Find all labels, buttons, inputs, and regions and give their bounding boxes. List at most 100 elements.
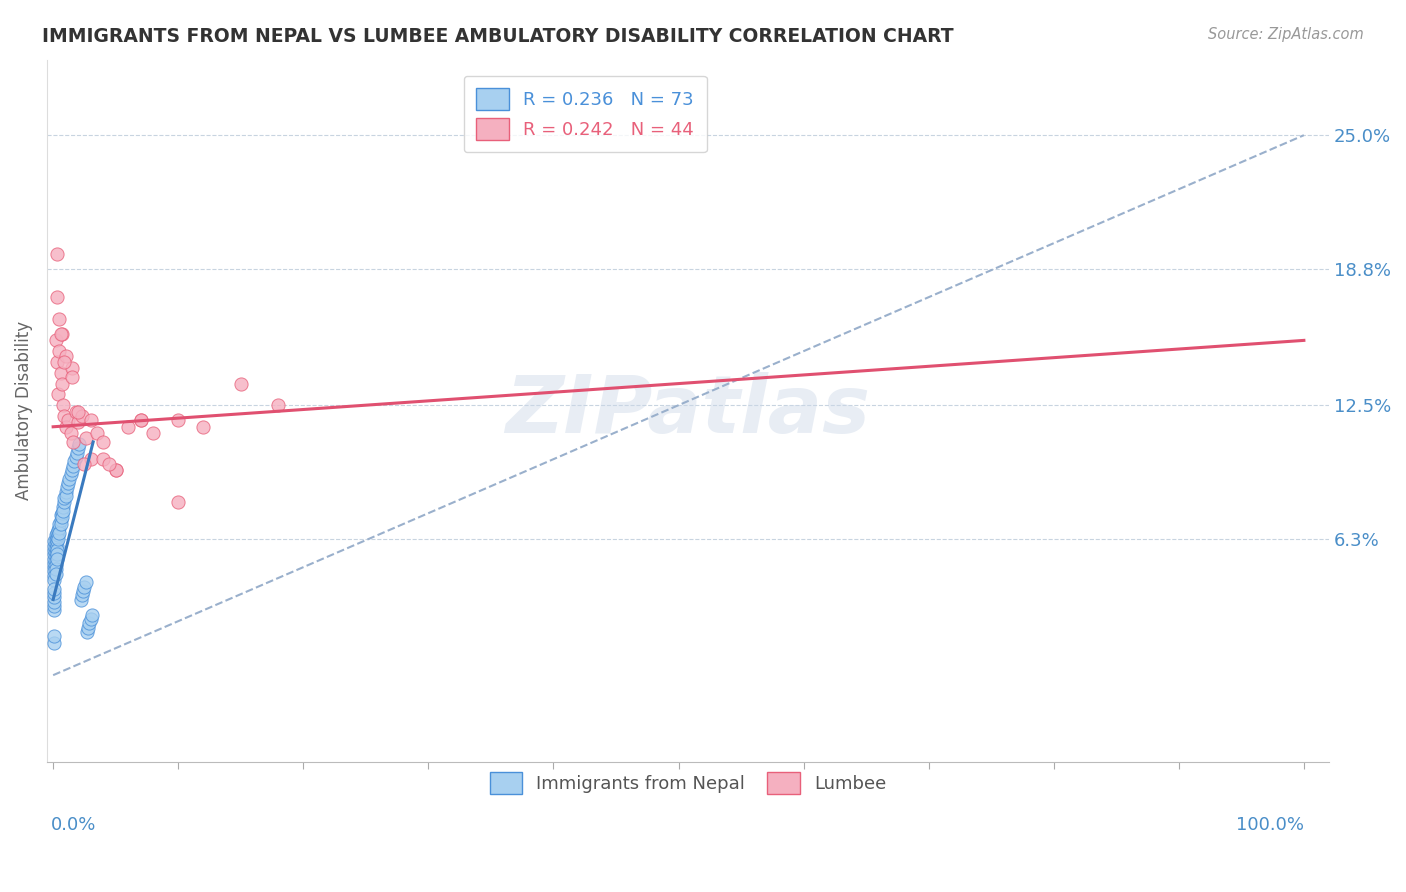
Point [45, 530, 67, 544]
Point [267, 398, 290, 412]
Point [56, 475, 79, 490]
Point [79, 616, 101, 631]
Point [104, 463, 127, 477]
Point [86, 426, 108, 441]
Point [48, 344, 70, 359]
Point [49, 326, 72, 341]
Point [46, 528, 69, 542]
Point [45, 290, 67, 304]
Point [44, 542, 66, 557]
Point [46, 387, 69, 401]
Point [48, 516, 70, 531]
Point [46, 532, 69, 546]
Point [67, 405, 90, 419]
Point [45, 549, 67, 564]
Point [44, 636, 66, 650]
Point [73, 580, 96, 594]
Point [51, 326, 73, 341]
Point [45, 247, 67, 261]
Point [72, 583, 94, 598]
Point [44, 534, 66, 549]
Point [45, 554, 67, 568]
Point [67, 442, 90, 456]
Point [53, 409, 76, 423]
Point [79, 452, 101, 467]
Point [56, 413, 79, 427]
Point [117, 419, 139, 434]
Point [44, 547, 66, 561]
Text: 0.0%: 0.0% [51, 815, 96, 833]
Point [55, 419, 77, 434]
Point [53, 495, 76, 509]
Point [44, 551, 66, 566]
Point [49, 508, 72, 523]
Point [48, 525, 70, 540]
Point [91, 434, 114, 449]
Point [79, 612, 101, 626]
Point [45, 566, 67, 581]
Point [45, 334, 67, 348]
Point [45, 541, 67, 555]
Point [167, 413, 190, 427]
Point [45, 558, 67, 572]
Point [45, 562, 67, 576]
Point [60, 463, 83, 477]
Point [45, 542, 67, 557]
Point [44, 629, 66, 643]
Point [45, 355, 67, 369]
Point [44, 595, 66, 609]
Point [69, 592, 91, 607]
Point [53, 355, 76, 369]
Point [52, 500, 75, 514]
Point [45, 539, 67, 553]
Point [44, 565, 66, 579]
Point [49, 366, 72, 380]
Point [58, 472, 80, 486]
Point [44, 591, 66, 605]
Point [65, 405, 87, 419]
Point [44, 556, 66, 570]
Point [55, 349, 77, 363]
Point [44, 539, 66, 553]
Point [65, 450, 87, 464]
Point [76, 624, 98, 639]
Text: ZIPatlas: ZIPatlas [505, 372, 870, 450]
Point [45, 534, 67, 549]
Point [67, 437, 90, 451]
Point [44, 586, 66, 600]
Point [45, 532, 67, 546]
Point [45, 525, 67, 540]
Point [45, 551, 67, 566]
Point [53, 491, 76, 505]
Point [45, 536, 67, 550]
Point [46, 524, 69, 538]
Point [45, 547, 67, 561]
Point [44, 599, 66, 613]
Point [167, 495, 190, 509]
Text: IMMIGRANTS FROM NEPAL VS LUMBEE AMBULATORY DISABILITY CORRELATION CHART: IMMIGRANTS FROM NEPAL VS LUMBEE AMBULATO… [42, 27, 953, 45]
Point [91, 452, 114, 467]
Point [59, 426, 82, 441]
Text: Source: ZipAtlas.com: Source: ZipAtlas.com [1208, 27, 1364, 42]
Y-axis label: Ambulatory Disability: Ambulatory Disability [15, 321, 32, 500]
Point [229, 376, 252, 391]
Point [44, 560, 66, 574]
Point [193, 419, 215, 434]
Point [104, 463, 127, 477]
Point [56, 480, 79, 494]
Point [51, 376, 73, 391]
Point [59, 467, 82, 482]
Point [49, 516, 72, 531]
Point [75, 431, 97, 445]
Point [51, 506, 73, 520]
Point [44, 573, 66, 587]
Point [60, 361, 83, 376]
Text: 100.0%: 100.0% [1236, 815, 1303, 833]
Point [55, 484, 77, 499]
Point [75, 575, 97, 590]
Point [51, 510, 73, 524]
Point [44, 603, 66, 617]
Point [67, 416, 90, 430]
Point [52, 398, 75, 412]
Point [49, 513, 72, 527]
